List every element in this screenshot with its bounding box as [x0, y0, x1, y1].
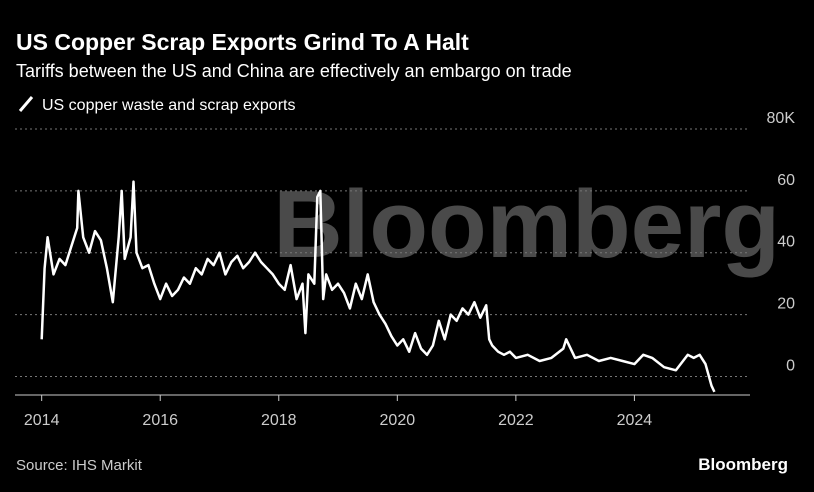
chart-title: US Copper Scrap Exports Grind To A Halt: [16, 29, 469, 55]
logo: Bloomberg: [698, 455, 788, 474]
y-tick-label: 60: [777, 172, 795, 189]
x-tick-label: 2016: [142, 412, 178, 429]
x-tick-label: 2020: [380, 412, 416, 429]
y-tick-label: 80K: [767, 110, 796, 127]
x-tick-label: 2024: [617, 412, 653, 429]
watermark: Bloomberg: [273, 171, 780, 278]
legend-swatch: [18, 96, 34, 112]
x-tick-label: 2022: [498, 412, 534, 429]
y-tick-label: 40: [777, 234, 795, 251]
series-line: [40, 180, 716, 393]
y-tick-label: 20: [777, 296, 795, 313]
x-tick-label: 2014: [24, 412, 60, 429]
legend-label: US copper waste and scrap exports: [42, 97, 295, 114]
x-tick-label: 2018: [261, 412, 297, 429]
y-tick-label: 0: [786, 357, 795, 374]
chart-subtitle: Tariffs between the US and China are eff…: [16, 61, 572, 81]
source: Source: IHS Markit: [16, 457, 143, 474]
